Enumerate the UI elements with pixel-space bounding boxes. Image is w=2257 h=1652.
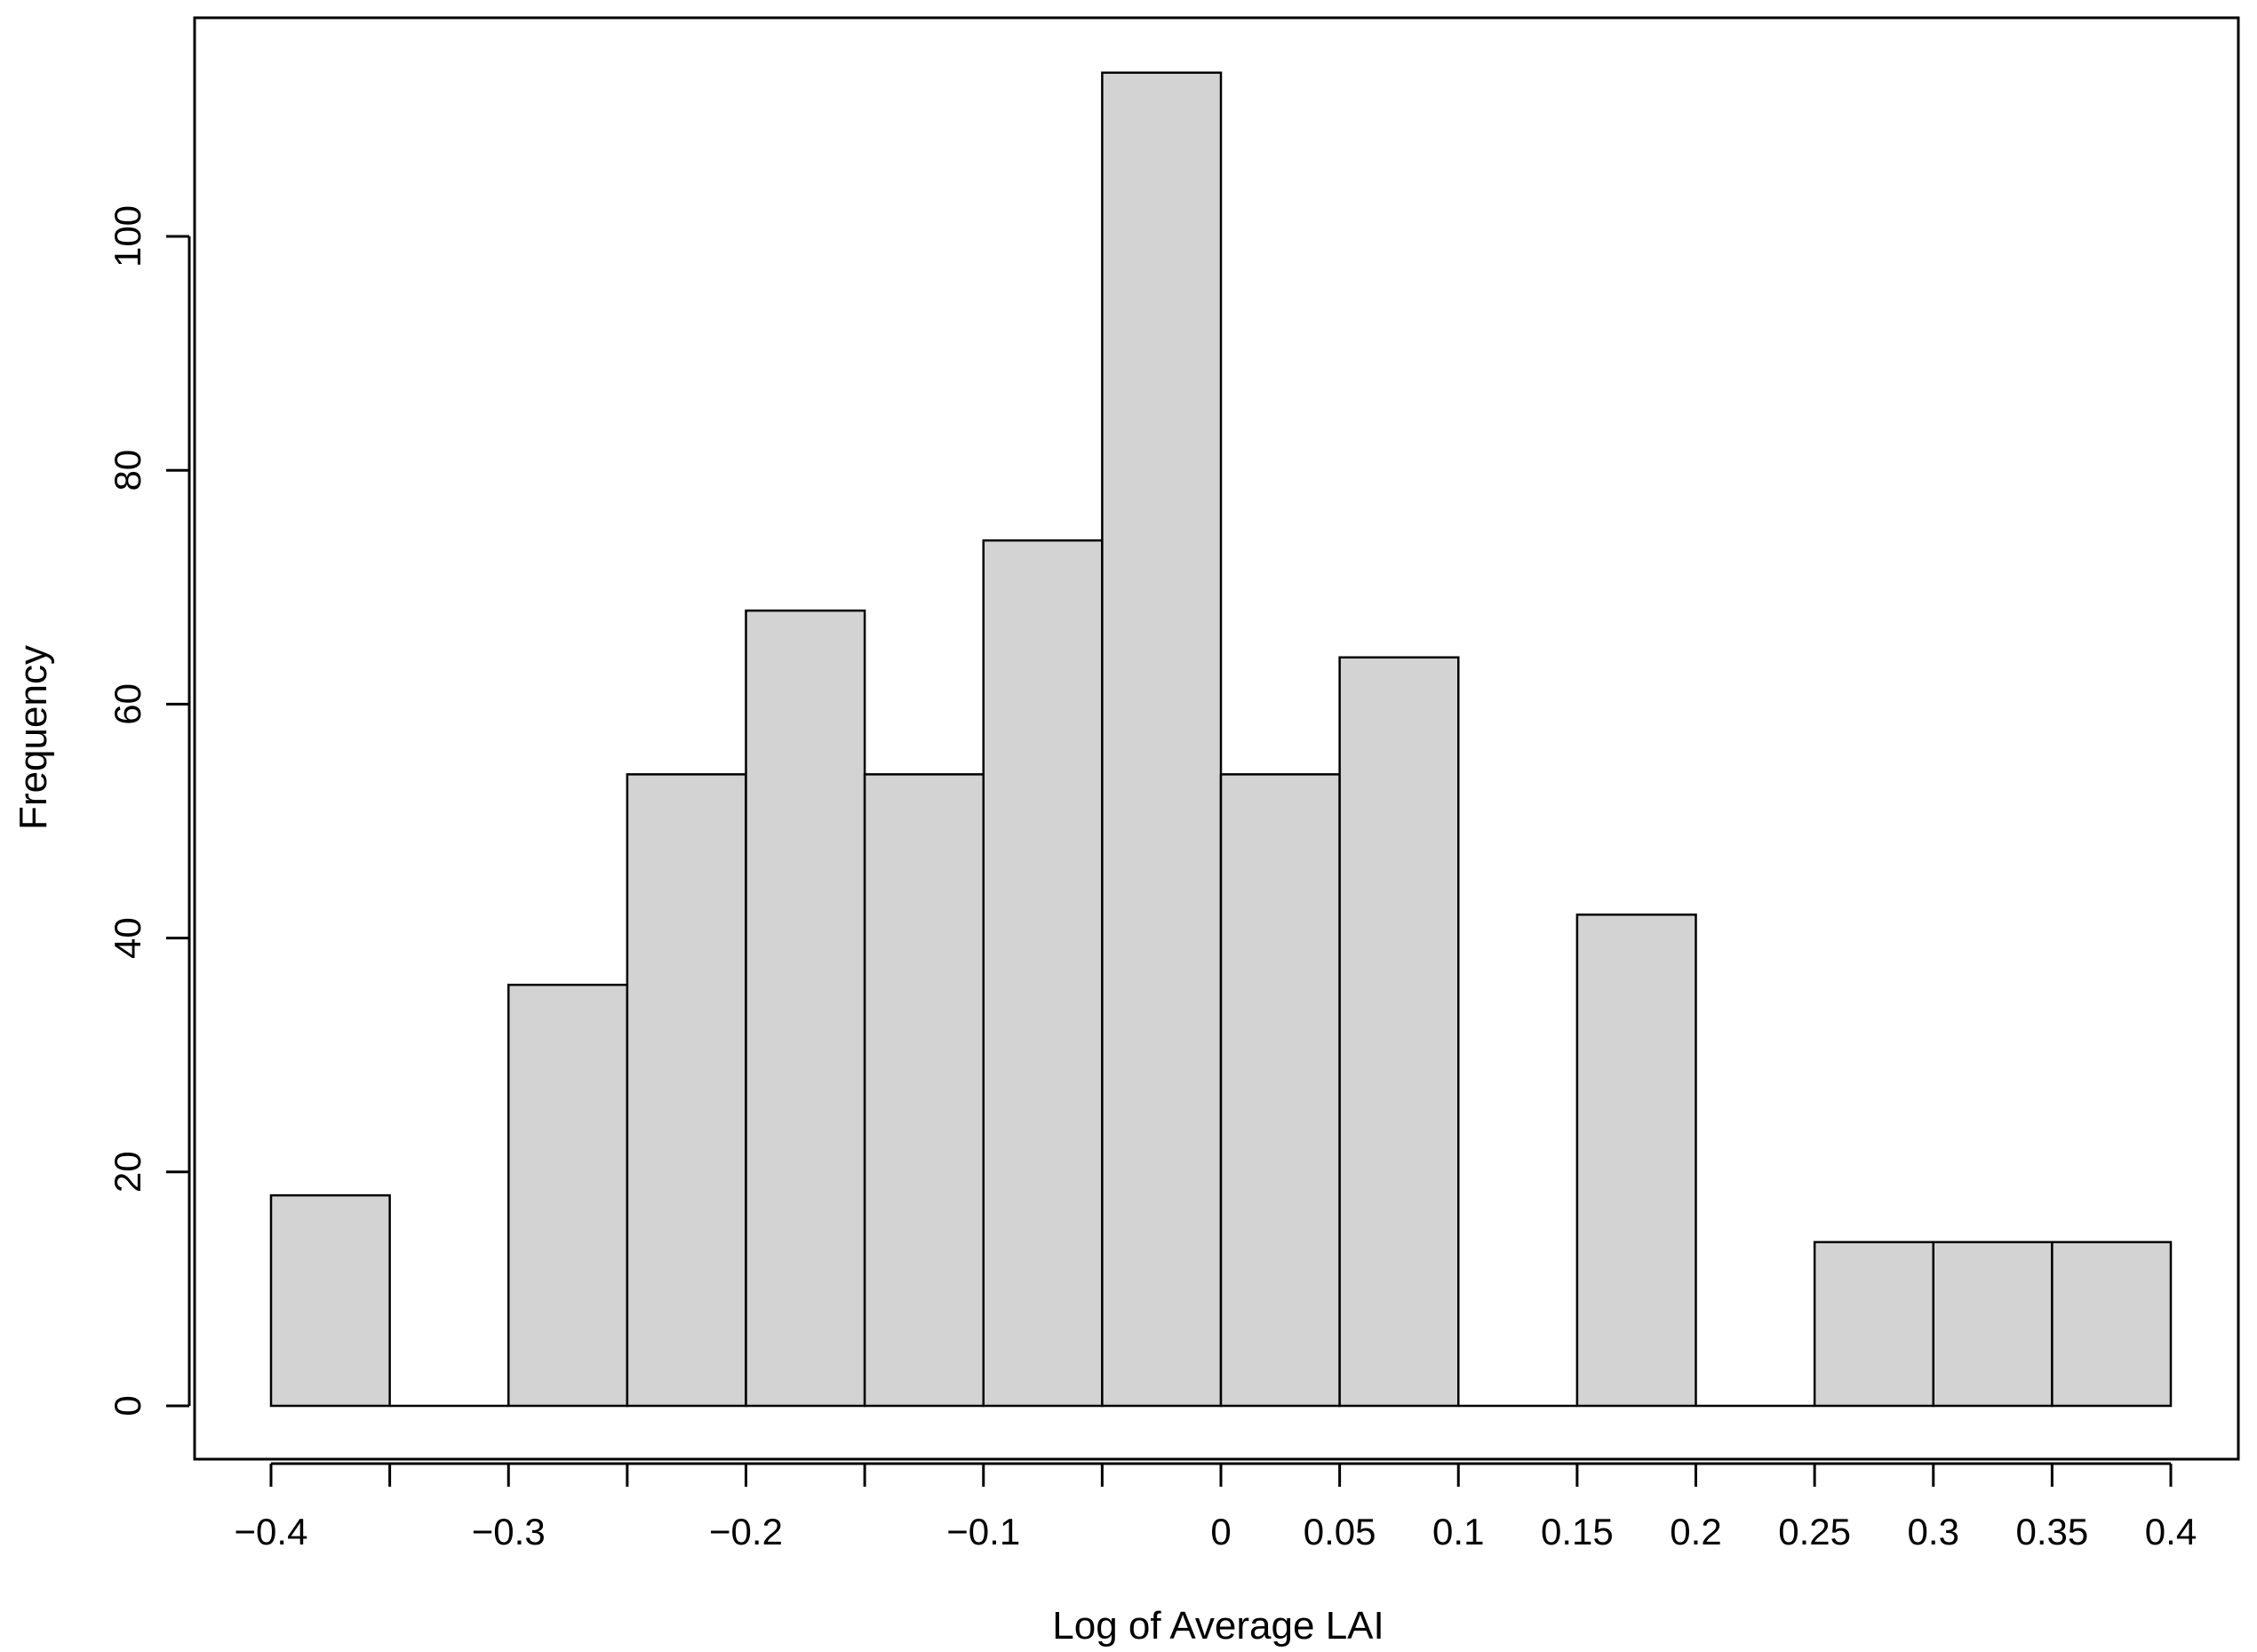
histogram-bar	[1219, 773, 1341, 1408]
histogram-bar	[982, 539, 1104, 1408]
x-tick-label: −0.4	[235, 1511, 308, 1552]
x-tick-label: 0	[1210, 1511, 1231, 1552]
plot-frame	[193, 16, 2240, 1461]
x-axis: −0.4 −0.3 −0.2 −0.1 0 0.05 0.1 0.15 0.2 0.25 0.3 0.…	[235, 1462, 2197, 1552]
histogram-bar	[1575, 914, 1697, 1408]
x-tick-label: −0.1	[946, 1511, 1020, 1552]
x-tick-label: 0.25	[1778, 1511, 1851, 1552]
histogram-bar	[745, 609, 866, 1408]
y-tick-label: 0	[107, 1395, 148, 1416]
histogram-bar	[2051, 1241, 2173, 1408]
histogram-bar	[1813, 1241, 1934, 1408]
x-tick-label: 0.2	[1670, 1511, 1721, 1552]
histogram-bar	[507, 983, 629, 1408]
x-tick-label: 0.3	[1908, 1511, 1959, 1552]
x-tick-label: 0.15	[1541, 1511, 1614, 1552]
x-axis-label: Log of Average LAI	[1052, 1604, 1384, 1648]
y-tick-label: 40	[107, 917, 148, 959]
histogram-bar	[269, 1193, 391, 1408]
histogram-bar	[626, 773, 747, 1408]
y-tick-label: 20	[107, 1151, 148, 1193]
x-tick-label: −0.3	[472, 1511, 546, 1552]
y-tick-label: 80	[107, 450, 148, 491]
x-tick-label: −0.2	[709, 1511, 783, 1552]
histogram-bar	[1338, 656, 1460, 1408]
y-tick-label: 100	[107, 205, 148, 267]
histogram-bar	[863, 773, 985, 1408]
x-tick-label: 0.35	[2016, 1511, 2089, 1552]
histogram-bar	[1101, 71, 1223, 1408]
y-axis-label: Frequency	[12, 645, 55, 830]
x-tick-label: 0.1	[1432, 1511, 1484, 1552]
y-tick-label: 60	[107, 683, 148, 725]
x-tick-label: 0.05	[1304, 1511, 1376, 1552]
bars-group	[269, 71, 2173, 1408]
histogram-bar	[1932, 1241, 2054, 1408]
x-tick-label: 0.4	[2145, 1511, 2197, 1552]
y-axis: 0 20 40 60 80 100	[107, 205, 191, 1417]
